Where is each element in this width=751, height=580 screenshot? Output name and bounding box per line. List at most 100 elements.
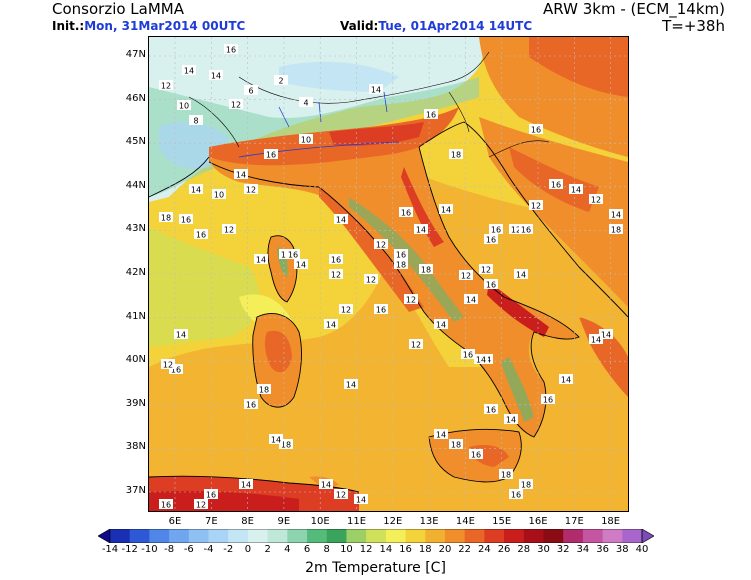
colorbar-tick-label: 10 — [340, 544, 353, 555]
temperature-value-label: 12 — [366, 276, 376, 285]
latitude-label: 41N — [125, 310, 146, 322]
temperature-value-label: 14 — [356, 496, 366, 505]
value-label-box — [209, 70, 223, 80]
value-label-box — [504, 414, 518, 424]
value-label-box — [269, 434, 283, 444]
value-label-box — [222, 224, 236, 234]
value-label-box — [224, 44, 238, 54]
value-label-box — [244, 85, 258, 95]
value-label-box — [484, 234, 498, 244]
valid-label: Valid: — [340, 19, 379, 33]
colorbar-segment — [425, 529, 446, 543]
colorbar-tick-label: 6 — [303, 544, 311, 555]
value-label-box — [212, 189, 226, 199]
value-label-box — [529, 124, 543, 134]
temperature-value-label: 10 — [179, 102, 189, 111]
temperature-value-label: 16 — [426, 111, 436, 120]
colorbar-tick-label: 28 — [517, 544, 531, 555]
value-label-box — [174, 329, 188, 339]
temperature-value-label: 14 — [476, 356, 486, 365]
colorbar-tick-label: 34 — [576, 544, 590, 555]
init-value: Mon, 31Mar2014 00UTC — [84, 19, 246, 33]
value-label-box — [474, 354, 488, 364]
colorbar-tick-label: 24 — [477, 544, 491, 555]
temperature-value-label: 12 — [376, 241, 386, 250]
temperature-value-label: 14 — [256, 256, 266, 265]
temperature-value-label: 14 — [241, 481, 251, 490]
value-label-box — [334, 214, 348, 224]
colorbar-segment — [582, 529, 604, 543]
colorbar-tick-label: -14 — [101, 544, 119, 555]
temperature-value-label: 16 — [486, 281, 496, 290]
value-label-box — [609, 209, 623, 219]
longitude-label: 18E — [601, 516, 621, 527]
colorbar-left-arrow — [98, 529, 111, 543]
temperature-value-label: 14 — [321, 481, 331, 490]
colorbar-frame — [109, 529, 643, 543]
value-label-box — [159, 499, 173, 509]
value-label-box — [369, 84, 383, 94]
temperature-value-label: 16 — [491, 226, 501, 235]
temperature-value-label: 14 — [601, 331, 611, 340]
colorbar-tick-label: 18 — [418, 544, 432, 555]
value-label-box — [489, 224, 503, 234]
value-label-box — [229, 99, 243, 109]
temperature-value-label: 14 — [296, 261, 306, 270]
graticule — [149, 37, 628, 511]
north-africa-hot — [149, 490, 299, 511]
value-label-box — [169, 364, 183, 374]
temperature-value-label: 8 — [193, 117, 198, 126]
value-label-box — [334, 489, 348, 499]
value-label-box — [394, 249, 408, 259]
colorbar-segment — [129, 529, 150, 543]
value-label-box — [257, 384, 271, 394]
value-label-box — [559, 374, 573, 384]
value-label-box — [329, 254, 343, 264]
value-label-box — [239, 479, 253, 489]
value-label-box — [404, 294, 418, 304]
temperature-value-label: 16 — [206, 491, 216, 500]
value-label-box — [319, 479, 333, 489]
colorbar-tick-label: 22 — [458, 544, 472, 555]
temperature-value-label: 14 — [441, 206, 451, 215]
init-time: Init.:Mon, 31Mar2014 00UTC — [52, 19, 245, 33]
temperature-value-label: 14 — [611, 211, 621, 220]
value-label-box — [159, 80, 173, 90]
model-title: ARW 3km - (ECM_14km) — [543, 0, 725, 18]
value-label-box — [449, 439, 463, 449]
colorbar-tick-label: 12 — [359, 544, 373, 555]
warm-sea-south — [149, 167, 628, 511]
colorbar-tick-label: 32 — [556, 544, 570, 555]
colorbar-segment — [228, 529, 249, 543]
value-label-box — [434, 319, 448, 329]
calabria-mountains — [501, 357, 534, 422]
colorbar-segment — [464, 529, 485, 543]
colorbar-segment — [405, 529, 426, 543]
temperature-value-label: 18 — [161, 214, 171, 223]
colorbar-segment — [247, 529, 269, 543]
value-label-box — [409, 339, 423, 349]
colorbar-segment — [267, 529, 288, 543]
temperature-value-label: 16 — [266, 151, 276, 160]
colorbar-tick-label: 38 — [615, 544, 629, 555]
value-label-box — [424, 109, 438, 119]
value-label-box — [479, 264, 493, 274]
value-label-box — [499, 469, 513, 479]
colorbar-segment — [149, 529, 170, 543]
value-label-box — [509, 224, 523, 234]
value-label-box — [294, 259, 308, 269]
colorbar-tick-label: 26 — [497, 544, 511, 555]
colorbar-tick-label: 14 — [379, 544, 393, 555]
colorbar-segment — [563, 529, 584, 543]
temperature-map: 16 14 12 14 10 12 8 6 2 4 14 16 18 10 16 14 12 10 14 16 18 16… — [148, 36, 629, 512]
temperature-value-label: 2 — [278, 77, 283, 86]
temperature-value-label: 18 — [259, 386, 269, 395]
temperature-value-label: 12 — [481, 266, 491, 275]
value-label-box — [514, 269, 528, 279]
colorbar-tick-label: 20 — [438, 544, 452, 555]
longitude-label: 15E — [492, 516, 512, 527]
colorbar-segment — [188, 529, 210, 543]
colorbar-tick-label: 4 — [284, 544, 291, 555]
value-label-box — [519, 479, 533, 489]
